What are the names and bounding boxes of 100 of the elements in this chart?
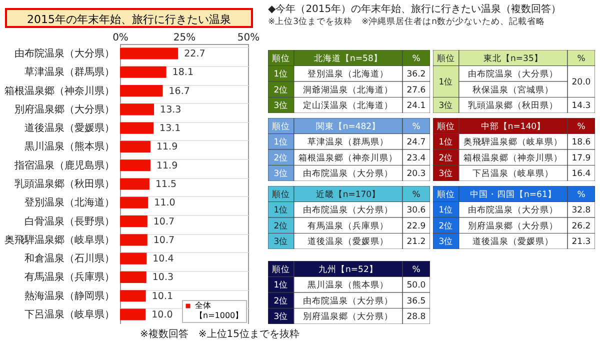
text: 20.3 (406, 169, 426, 180)
text: 24.1 (406, 101, 426, 112)
category-label: 1位 (274, 138, 288, 148)
text: 順位 (436, 120, 455, 132)
category-label: 2位 (274, 296, 288, 306)
text: 17.9 (572, 153, 591, 164)
y-tick-label: 別府温泉郷（大分県） (14, 103, 114, 116)
text: 36.2 (406, 70, 426, 80)
category-label: 由布院温泉（大分県） (303, 204, 394, 216)
bar (120, 122, 154, 134)
category-label: 1位 (438, 78, 454, 88)
category-label: 2位 (438, 153, 454, 164)
text: 30.6 (406, 206, 426, 216)
text: % (412, 54, 420, 64)
text: 順位 (272, 52, 290, 64)
y-tick-label: 乳頭温泉郷（秋田県） (14, 178, 114, 190)
text: 22.7 (184, 48, 206, 60)
y-tick-label: 登別温泉（北海道） (24, 196, 114, 209)
y-tick-label: 箱根温泉郷（神奈川県） (4, 84, 114, 97)
text: 中部【n=140】 (480, 120, 546, 132)
y-tick-label: 草津温泉（群馬県） (24, 66, 114, 78)
text: 中国・四国【n=61】 (470, 188, 556, 200)
bar (120, 290, 146, 302)
y-tick-label: 由布院温泉（大分県） (14, 48, 114, 60)
text: 14.3 (572, 101, 591, 112)
bar (120, 48, 178, 60)
category-label: 2位 (274, 153, 288, 164)
category-label: 有馬温泉（兵庫県） (308, 220, 389, 232)
bar (120, 271, 146, 283)
category-label: 奥飛騨温泉郷（岐阜県） (464, 136, 563, 148)
bar (120, 140, 150, 152)
text: 26.2 (572, 221, 591, 232)
text: 32.8 (572, 206, 591, 216)
text: 18.6 (572, 138, 591, 148)
text: 24.7 (406, 138, 426, 148)
text: 13.1 (160, 123, 181, 134)
text: 10.7 (153, 234, 175, 246)
text: ※複数回答 ※上位15位までを抜粋 (140, 328, 300, 341)
y-tick-label: 白骨温泉（長野県） (24, 215, 114, 228)
text: 11.5 (155, 179, 177, 190)
category-label: 2位 (438, 221, 454, 232)
text: 順位 (272, 120, 290, 132)
category-label: 乳頭温泉郷（秋田県） (468, 100, 558, 112)
category-label: 3位 (438, 101, 454, 112)
text: 九州【n=52】 (318, 264, 378, 275)
category-label: 道後温泉（愛媛県） (472, 236, 554, 248)
x-tick-label: 0% (112, 32, 128, 44)
category-label: 3位 (274, 237, 288, 248)
category-label: 由布院温泉（大分県） (468, 204, 558, 216)
bar (120, 160, 150, 172)
category-label: 3位 (274, 169, 288, 180)
text: 順位 (272, 188, 290, 200)
text: 10.1 (152, 290, 174, 302)
text: 11.9 (156, 160, 178, 172)
text: ※上位3位までを抜粋 ※沖縄県居住者はn数が少ないため、記載省略 (268, 16, 546, 28)
category-label: 2位 (274, 221, 288, 232)
text: % (577, 122, 586, 132)
text: 10.3 (152, 272, 174, 284)
category-label: 箱根温泉郷（神奈川県） (298, 152, 398, 164)
text: 36.5 (406, 296, 426, 306)
category-label: 箱根温泉郷（神奈川県） (464, 152, 563, 164)
bar (120, 216, 148, 228)
text: 近畿【n=170】 (316, 188, 381, 200)
category-label: 3位 (438, 237, 454, 248)
text: % (577, 190, 586, 200)
category-label: 1位 (438, 138, 454, 148)
text: 23.4 (406, 153, 426, 164)
category-label: 道後温泉（愛媛県） (308, 236, 389, 248)
text: 10.0 (152, 309, 173, 320)
category-label: 1位 (438, 206, 454, 216)
text: 順位 (436, 52, 455, 64)
text: 東北【n=35】 (484, 52, 543, 64)
category-label: 3位 (438, 169, 454, 180)
category-label: 3位 (274, 101, 288, 112)
text: 22.9 (406, 221, 426, 232)
bar (120, 85, 163, 97)
text: % (412, 190, 420, 200)
text: 関東【n=482】 (316, 120, 381, 132)
text: 順位 (436, 188, 455, 200)
category-label: 秋保温泉（宮城県） (472, 84, 554, 96)
bar (120, 234, 148, 246)
category-label: 別府温泉郷（大分県） (303, 311, 394, 322)
text: 11.9 (156, 142, 178, 153)
text: 27.6 (406, 85, 426, 96)
bar (120, 308, 146, 320)
bar (120, 178, 150, 190)
text: 北海道【n=58】 (314, 52, 382, 64)
text: 13.3 (160, 104, 182, 116)
category-label: 1位 (274, 280, 288, 291)
y-tick-label: 道後温泉（愛媛県） (24, 122, 114, 134)
category-label: 別府温泉郷（大分県） (468, 220, 558, 232)
chart-title: 2015年の年末年始、旅行に行きたい温泉 (5, 8, 253, 28)
y-tick-label: 奥飛騨温泉郷（岐阜県） (4, 234, 114, 246)
category-label: 3位 (274, 312, 288, 322)
category-label: 1位 (274, 70, 288, 80)
text: 16.7 (168, 86, 190, 97)
text: 16.4 (572, 169, 591, 180)
text: 順位 (272, 264, 290, 275)
category-label: 草津温泉（群馬県） (308, 136, 389, 148)
category-label: 由布院温泉（大分県） (303, 168, 394, 180)
